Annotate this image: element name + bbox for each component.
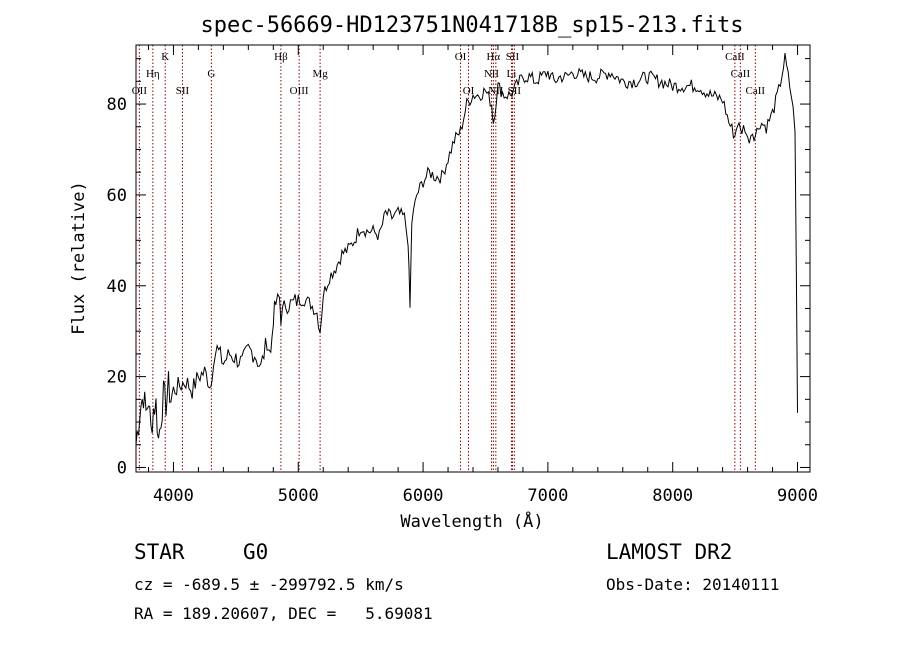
spectral-line-label: CaII (746, 85, 766, 97)
object-class: STAR (134, 540, 185, 564)
obs-date: Obs-Date: 20140111 (606, 575, 779, 594)
y-tick-label: 20 (107, 368, 127, 388)
spectral-line-label: Hη (146, 68, 160, 80)
survey-name: LAMOST DR2 (606, 540, 732, 564)
spectral-line-label: OIII (290, 85, 309, 97)
x-tick-label: 5000 (278, 486, 319, 506)
spectral-line-label: Li (507, 68, 517, 80)
object-subclass: G0 (243, 540, 268, 564)
spectral-line-label: SII (506, 51, 520, 63)
chart-title: spec-56669-HD123751N041718B_sp15-213.fit… (200, 13, 743, 38)
spectrum-line (135, 53, 798, 446)
y-axis-label: Flux (relative) (69, 181, 89, 335)
spectral-line-label: CaII (725, 51, 745, 63)
spectral-line-label: OII (132, 85, 148, 97)
spectral-line-label: Mg (312, 68, 328, 80)
x-tick-label: 8000 (652, 486, 693, 506)
redshift-line: cz = -689.5 ± -299792.5 km/s (134, 575, 404, 594)
spectral-line-label: Hα (486, 51, 500, 63)
spectral-line-label: NII (484, 68, 500, 80)
y-tick-label: 0 (117, 458, 127, 478)
x-tick-label: 6000 (403, 486, 444, 506)
spectral-line-markers: OIIHηKSIIGHβOIIIMgOIOIHαNIINIISIILiSIICa… (132, 45, 766, 472)
spectral-line-label: Hβ (274, 51, 288, 63)
spectral-line-label: OI (455, 51, 467, 63)
x-axis-label: Wavelength (Å) (400, 510, 543, 532)
spectral-line-label: CaII (731, 68, 751, 80)
coordinates-line: RA = 189.20607, DEC = 5.69081 (134, 604, 433, 623)
x-tick-label: 7000 (527, 486, 568, 506)
spectral-line-label: G (207, 68, 215, 80)
plot-frame (135, 44, 811, 473)
x-tick-label: 9000 (777, 486, 818, 506)
x-tick-label: 4000 (153, 486, 194, 506)
spectral-line-label: K (161, 51, 169, 63)
y-tick-label: 40 (107, 277, 127, 297)
spectral-line-label: SII (508, 85, 522, 97)
spectral-line-label: OI (463, 85, 475, 97)
y-tick-label: 60 (107, 186, 127, 206)
axis-ticks: 4000 5000 6000 7000 8000 9000 0 20 40 60 80 (107, 45, 818, 506)
spectral-line-label: SII (176, 85, 190, 97)
y-tick-label: 80 (107, 95, 127, 115)
